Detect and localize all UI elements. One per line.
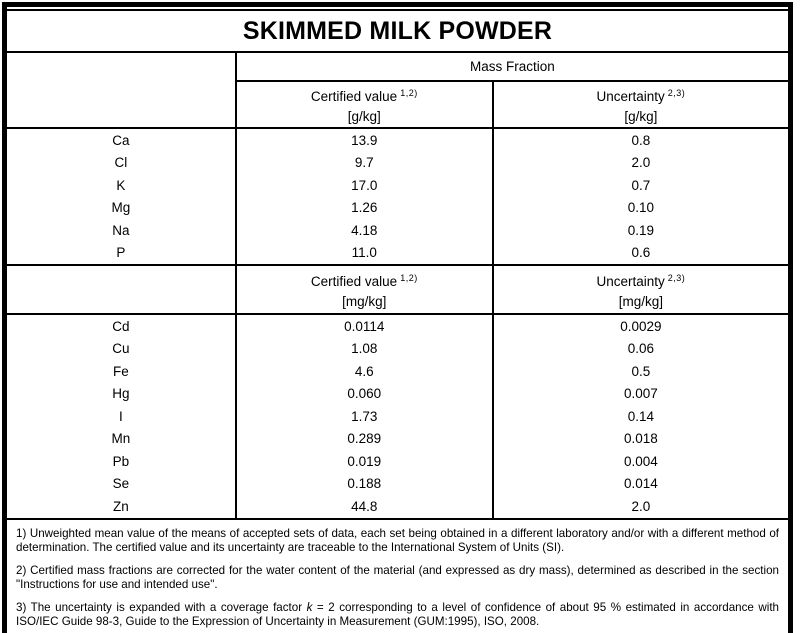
table-row-hg: Hg 0.060 0.007 — [7, 382, 788, 405]
table-row-cd: Cd 0.0114 0.0029 — [7, 314, 788, 338]
certified-value: 0.060 — [234, 382, 493, 405]
uncertainty-value: 0.007 — [491, 382, 788, 405]
table-row-mn: Mn 0.289 0.018 — [7, 427, 788, 450]
coverage-factor-k: k — [306, 600, 313, 614]
certified-value: 0.019 — [234, 450, 493, 473]
unit-label-gkg: [g/kg] — [347, 108, 381, 124]
uncertainty-label: Uncertainty — [596, 88, 665, 104]
uncertainty-value: 0.018 — [491, 427, 788, 450]
uncertainty-value: 0.8 — [491, 128, 788, 152]
unit-label-mgkg: [mg/kg] — [342, 293, 387, 309]
column-header-certified-value-mgkg: Certified value 1,2) [mg/kg] — [234, 264, 493, 315]
table-row-pb: Pb 0.019 0.004 — [7, 450, 788, 473]
footnote-ref-12: 1,2) — [400, 87, 418, 98]
certified-value: 13.9 — [234, 128, 493, 152]
uncertainty-value: 0.06 — [491, 337, 788, 360]
uncertainty-value: 0.7 — [491, 174, 788, 197]
uncertainty-value: 0.0029 — [491, 314, 788, 338]
footnote-2: 2) Certified mass fractions are correcte… — [16, 563, 779, 592]
element-symbol: Na — [112, 222, 130, 238]
certified-value: 4.18 — [234, 219, 493, 242]
certified-value: 0.0114 — [234, 314, 493, 338]
certified-value: 9.7 — [234, 151, 493, 174]
table-row-fe: Fe 4.6 0.5 — [7, 360, 788, 383]
uncertainty-value: 0.10 — [491, 196, 788, 219]
element-symbol: Hg — [112, 386, 130, 402]
footnotes-row: 1) Unweighted mean value of the means of… — [7, 517, 788, 633]
table-row-mg: Mg 1.26 0.10 — [7, 196, 788, 219]
unit-label-mgkg: [mg/kg] — [618, 293, 664, 309]
table-row-k: K 17.0 0.7 — [7, 174, 788, 197]
table-row-cl: Cl 9.7 2.0 — [7, 151, 788, 174]
table-row-se: Se 0.188 0.014 — [7, 472, 788, 495]
group-header-row: Mass Fraction — [7, 52, 788, 129]
element-symbol: I — [119, 408, 123, 424]
uncertainty-value: 0.14 — [491, 405, 788, 428]
element-symbol: K — [116, 177, 126, 193]
corner-empty-cell — [7, 52, 236, 129]
footnote-3-text: = 2 corresponding to a level of confiden… — [16, 600, 779, 629]
element-symbol: Ca — [112, 132, 130, 148]
element-symbol: Zn — [113, 498, 129, 514]
element-symbol: Cu — [112, 341, 130, 357]
certified-value: 17.0 — [234, 174, 493, 197]
certified-value-header: Certified value 1,2) — [237, 268, 492, 292]
element-symbol: Cl — [114, 155, 128, 171]
empty-cell — [7, 264, 236, 315]
footnote-3-text: 3) The uncertainty is expanded with a co… — [16, 600, 307, 614]
uncertainty-header: Uncertainty 2,3) — [494, 268, 788, 292]
uncertainty-value: 0.014 — [491, 472, 788, 495]
certified-value: 1.73 — [234, 405, 493, 428]
footnote-ref-12: 1,2) — [400, 272, 418, 283]
table-row-na: Na 4.18 0.19 — [7, 219, 788, 242]
mass-fraction-table: SKIMMED MILK POWDER Mass Fraction Certif… — [7, 11, 788, 633]
column-header-certified-value-gkg: Certified value 1,2) [g/kg] — [234, 81, 493, 129]
uncertainty-value: 2.0 — [491, 151, 788, 174]
element-symbol: Cd — [112, 318, 130, 334]
footnotes-section: 1) Unweighted mean value of the means of… — [7, 517, 788, 633]
table-row-i: I 1.73 0.14 — [7, 405, 788, 428]
double-top-rule — [7, 9, 788, 11]
element-symbol: P — [116, 245, 126, 261]
column-header-row-mgkg: Certified value 1,2) [mg/kg] Uncertainty 2… — [7, 264, 788, 315]
certified-value: 1.26 — [234, 196, 493, 219]
group-header-mass-fraction: Mass Fraction — [234, 52, 788, 82]
certified-value: 4.6 — [234, 360, 493, 383]
element-symbol: Fe — [113, 363, 129, 379]
table-row-p: P 11.0 0.6 — [7, 241, 788, 265]
uncertainty-value: 0.5 — [491, 360, 788, 383]
document-title: SKIMMED MILK POWDER — [7, 11, 788, 53]
table-row-cu: Cu 1.08 0.06 — [7, 337, 788, 360]
title-row: SKIMMED MILK POWDER — [7, 11, 788, 53]
column-header-uncertainty-mgkg: Uncertainty 2,3) [mg/kg] — [491, 264, 788, 315]
uncertainty-value: 2.0 — [491, 495, 788, 519]
footnote-ref-23: 2,3) — [667, 87, 686, 98]
certified-value: 0.188 — [234, 472, 493, 495]
certified-value-label: Certified value — [310, 88, 398, 104]
uncertainty-value: 0.6 — [491, 241, 788, 265]
unit-label-gkg: [g/kg] — [624, 108, 658, 124]
element-symbol: Mn — [111, 431, 131, 447]
table-row-ca: Ca 13.9 0.8 — [7, 128, 788, 152]
column-header-uncertainty-gkg: Uncertainty 2,3) [g/kg] — [491, 81, 788, 129]
certified-value-header: Certified value 1,2) — [237, 83, 492, 107]
element-symbol: Pb — [112, 453, 130, 469]
column-header-row-gkg: Certified value 1,2) [g/kg] Uncertainty 2,… — [7, 81, 788, 129]
footnote-ref-23: 2,3) — [667, 272, 686, 283]
uncertainty-label: Uncertainty — [596, 273, 665, 289]
certified-value: 44.8 — [234, 495, 493, 519]
uncertainty-header: Uncertainty 2,3) — [494, 83, 788, 107]
footnote-3: 3) The uncertainty is expanded with a co… — [16, 601, 779, 630]
uncertainty-value: 0.19 — [491, 219, 788, 242]
certified-value-label: Certified value — [310, 273, 398, 289]
uncertainty-value: 0.004 — [491, 450, 788, 473]
certified-value: 0.289 — [234, 427, 493, 450]
element-symbol: Mg — [111, 200, 131, 216]
table-row-zn: Zn 44.8 2.0 — [7, 495, 788, 519]
footnote-1: 1) Unweighted mean value of the means of… — [16, 526, 779, 555]
certified-value: 1.08 — [234, 337, 493, 360]
certified-value: 11.0 — [234, 241, 493, 265]
element-symbol: Se — [112, 476, 130, 492]
